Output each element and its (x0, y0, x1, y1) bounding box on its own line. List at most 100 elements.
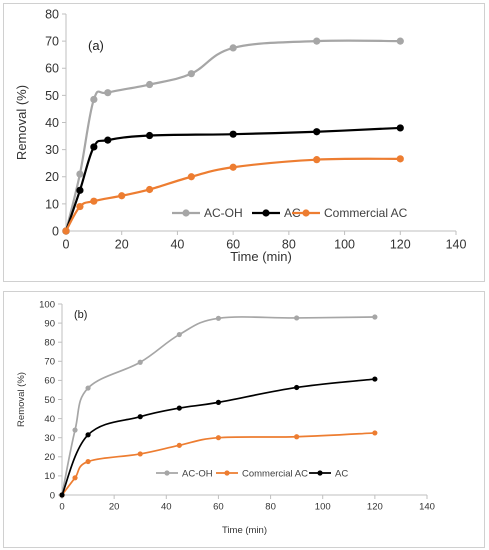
chart-a-x-tick-label: 120 (390, 238, 411, 252)
chart-a-point-commercial-ac (90, 197, 98, 205)
chart-b-legend-marker-commercial-ac (224, 470, 230, 476)
chart-a-x-tick-label: 0 (63, 238, 70, 252)
chart-a-legend-marker-ac (262, 209, 270, 217)
chart-b-panel-label: (b) (74, 309, 87, 321)
chart-b-point-commercial-ac (85, 458, 91, 465)
chart-a-point-commercial-ac (313, 156, 321, 164)
chart-b-point-ac (215, 399, 222, 405)
chart-a-y-tick-label: 20 (45, 170, 59, 184)
chart-a-point-ac (104, 136, 112, 144)
chart-b-point-ac-oh (215, 315, 222, 321)
chart-a-y-tick-label: 0 (52, 224, 59, 238)
chart-b-y-tick-label: 90 (44, 318, 55, 329)
chart-b-x-tick-label: 80 (265, 502, 276, 513)
chart-b-y-tick-label: 50 (44, 395, 55, 406)
chart-a-point-ac-oh (145, 80, 154, 89)
chart-a-x-tick-label: 20 (115, 238, 129, 252)
chart-a-y-tick-label: 10 (45, 197, 59, 211)
chart-b-legend-label-ac: AC (335, 468, 348, 479)
chart-panel-a: 0 10 20 30 40 50 60 70 80 0 20 40 60 80 100 120 140 Time … (3, 3, 485, 282)
chart-b-point-commercial-ac (72, 475, 78, 481)
chart-a-legend-marker-ac-oh (182, 209, 190, 217)
chart-a-x-axis-title: Time (min) (230, 249, 292, 264)
chart-a-point-ac-oh (313, 37, 321, 45)
chart-b-point-commercial-ac (137, 451, 143, 457)
chart-panel-b: 0 10 20 30 40 50 60 70 80 90 100 0 20 40 60 80 100 120 140… (3, 291, 485, 548)
chart-a-point-commercial-ac (396, 155, 404, 163)
chart-a-point-ac-oh (104, 89, 112, 97)
chart-b-y-tick-label: 70 (44, 357, 55, 368)
chart-a-point-ac-oh (396, 37, 404, 45)
chart-b-y-tick-label: 60 (44, 376, 55, 387)
chart-a-y-tick-label: 40 (45, 116, 59, 130)
chart-b-y-tick-label: 20 (44, 452, 55, 463)
chart-b-svg: 0 10 20 30 40 50 60 70 80 90 100 0 20 40 60 80 100 120 140… (16, 299, 435, 536)
chart-b-point-ac-oh (372, 314, 378, 320)
chart-a-point-ac (229, 130, 237, 138)
chart-a-legend-label-ac-oh: AC-OH (204, 206, 243, 220)
chart-b-x-tick-label: 120 (367, 502, 383, 513)
chart-a-x-tick-label: 40 (170, 238, 184, 252)
chart-b-y-tick-label: 40 (44, 414, 55, 425)
chart-b-point-ac-oh (72, 427, 78, 433)
chart-b-point-commercial-ac (372, 430, 378, 436)
chart-a-legend-marker-commercial-ac (302, 209, 310, 217)
chart-a-point-ac (396, 124, 404, 132)
chart-b-point-commercial-ac (176, 442, 182, 448)
chart-b-point-ac (59, 492, 65, 498)
chart-a-point-ac-oh (229, 44, 237, 52)
chart-b-legend-marker-ac (317, 470, 323, 476)
chart-a-y-tick-label: 60 (45, 62, 59, 76)
chart-a-point-commercial-ac (187, 173, 195, 181)
chart-b-legend-marker-ac-oh (164, 470, 170, 476)
chart-a-x-tick-label: 60 (226, 238, 240, 252)
chart-b-y-tick-label: 80 (44, 338, 55, 349)
chart-a-point-commercial-ac (145, 185, 154, 194)
chart-b-y-tick-label: 30 (44, 433, 55, 444)
chart-b-point-ac-oh (176, 331, 182, 338)
chart-b-point-ac-oh (294, 315, 300, 321)
chart-a-x-tick-label: 80 (282, 238, 296, 252)
chart-b-x-tick-label: 100 (315, 502, 331, 513)
chart-a-point-commercial-ac (76, 202, 84, 211)
chart-b-x-tick-label: 40 (161, 502, 172, 513)
chart-a-y-tick-label: 50 (45, 89, 59, 103)
chart-b-point-ac (137, 414, 143, 420)
chart-b-legend-label-commercial-ac: Commercial AC (242, 468, 308, 479)
chart-b-point-ac (294, 384, 300, 391)
chart-a-panel-label: (a) (88, 38, 104, 53)
chart-b-y-axis-title: Removal (%) (16, 372, 27, 427)
chart-a-point-ac-oh (90, 95, 98, 104)
chart-b-point-commercial-ac (215, 435, 222, 441)
chart-b-y-tick-label: 100 (39, 299, 55, 310)
chart-b-y-tick-label: 10 (44, 471, 55, 482)
chart-b-x-axis-title: Time (min) (222, 525, 267, 536)
chart-a-point-ac-oh (76, 170, 84, 178)
chart-a-point-ac-oh (187, 70, 195, 78)
chart-a-point-ac (313, 128, 321, 136)
chart-b-legend-label-ac-oh: AC-OH (182, 468, 213, 479)
chart-b-point-ac (372, 376, 378, 382)
chart-a-x-tick-label: 140 (446, 238, 467, 252)
chart-a-svg: 0 10 20 30 40 50 60 70 80 0 20 40 60 80 100 120 140 Time … (14, 7, 467, 264)
chart-b-point-ac-oh (137, 359, 143, 365)
chart-a-x-tick-label: 100 (334, 238, 355, 252)
chart-b-x-tick-label: 0 (59, 502, 64, 513)
chart-a-point-ac (76, 186, 84, 194)
chart-a-point-ac (90, 143, 98, 151)
chart-a-legend-label-commercial-ac: Commercial AC (324, 206, 408, 220)
chart-a-point-commercial-ac (62, 227, 70, 235)
chart-a-point-commercial-ac (229, 163, 237, 171)
chart-a-y-tick-label: 70 (45, 35, 59, 49)
chart-b-point-ac (176, 405, 182, 411)
chart-b-point-ac-oh (85, 385, 91, 391)
chart-b-x-tick-label: 140 (419, 502, 435, 513)
chart-b-point-commercial-ac (294, 434, 300, 440)
chart-a-series-line-commercial-ac (65, 157, 401, 232)
chart-b-series-line-ac-oh (61, 316, 375, 496)
chart-a-point-commercial-ac (118, 192, 126, 200)
chart-a-y-tick-label: 30 (45, 143, 59, 157)
chart-b-x-tick-label: 60 (213, 502, 224, 513)
chart-b-y-tick-label: 0 (50, 490, 55, 501)
chart-a-y-axis-title: Removal (%) (14, 85, 29, 160)
